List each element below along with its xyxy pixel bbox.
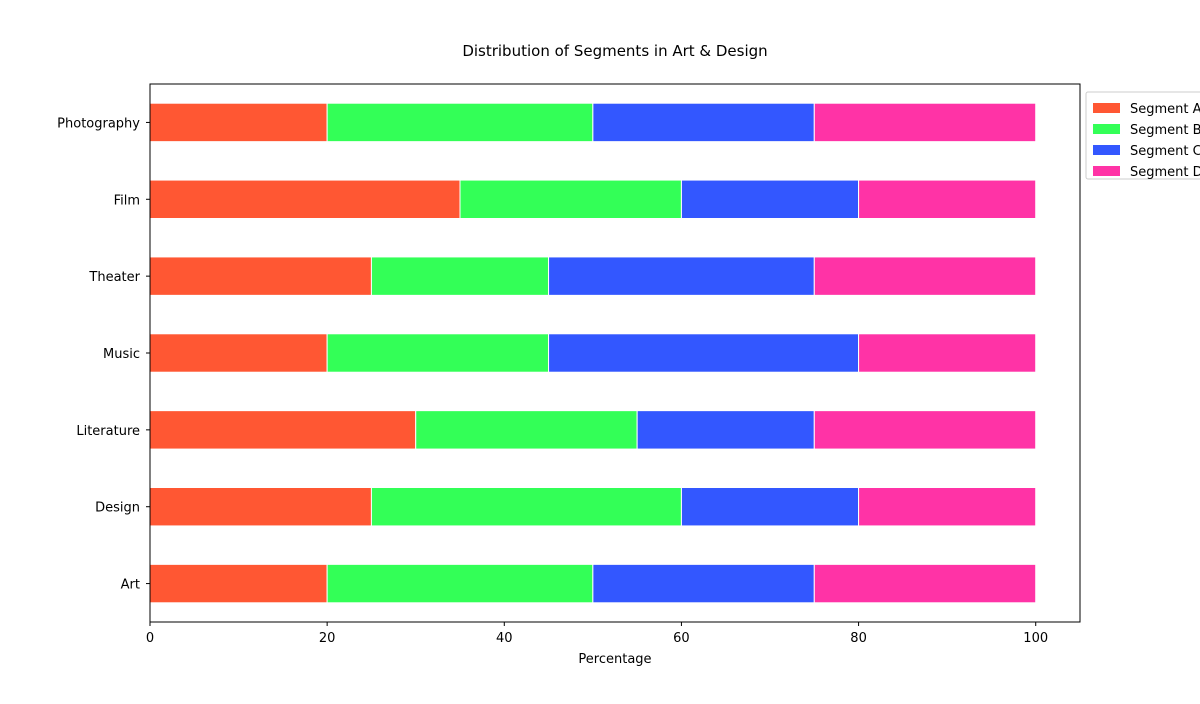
bar-film-segment-d bbox=[858, 179, 1037, 219]
x-tick-label: 20 bbox=[319, 631, 336, 646]
bar-design-segment-c bbox=[680, 487, 860, 527]
bar-theater-segment-a bbox=[149, 256, 372, 296]
bar-film-segment-a bbox=[149, 179, 461, 219]
bar-photography-segment-a bbox=[149, 102, 328, 143]
x-tick-label: 80 bbox=[850, 631, 867, 646]
legend-box bbox=[1085, 91, 1200, 180]
x-tick-label: 40 bbox=[496, 631, 513, 646]
y-axis: Art Design Literature Music Theater Film Photo… bbox=[57, 116, 150, 593]
bar-photography-segment-d bbox=[813, 102, 1037, 143]
y-tick-label: Film bbox=[114, 193, 140, 208]
y-tick-label: Art bbox=[121, 578, 140, 593]
y-tick-label: Literature bbox=[76, 424, 140, 439]
chart-title: Distribution of Segments in Art & Design bbox=[462, 42, 767, 60]
bar-literature-segment-d bbox=[813, 410, 1037, 450]
bar-design-segment-a bbox=[149, 487, 372, 527]
legend-entry-label: Segment D bbox=[1130, 165, 1200, 180]
legend-swatch bbox=[1093, 103, 1120, 113]
x-tick-label: 100 bbox=[1023, 631, 1048, 646]
bar-art-segment-c bbox=[592, 563, 815, 604]
x-axis-label: Percentage bbox=[578, 652, 651, 667]
y-tick-label: Design bbox=[95, 501, 140, 516]
bar-art-segment-d bbox=[813, 563, 1037, 604]
legend-entry-label: Segment B bbox=[1130, 123, 1200, 138]
bar-theater-segment-d bbox=[813, 256, 1037, 296]
legend: Segment A Segment B Segment C Segment D bbox=[1085, 91, 1200, 180]
bar-film-segment-c bbox=[680, 179, 860, 219]
x-tick-label: 0 bbox=[146, 631, 154, 646]
bar-music-segment-b bbox=[326, 333, 550, 373]
bar-literature-segment-c bbox=[636, 410, 815, 450]
legend-swatch bbox=[1093, 145, 1120, 155]
bar-literature-segment-a bbox=[149, 410, 417, 450]
bar-art-segment-a bbox=[149, 563, 328, 604]
bar-literature-segment-b bbox=[415, 410, 638, 450]
x-tick-label: 60 bbox=[673, 631, 690, 646]
bar-theater-segment-c bbox=[548, 256, 815, 296]
y-tick-label: Photography bbox=[57, 116, 140, 131]
bar-design-segment-b bbox=[370, 487, 682, 527]
bar-music-segment-a bbox=[149, 333, 328, 373]
bar-photography-segment-b bbox=[326, 102, 594, 143]
bar-film-segment-b bbox=[459, 179, 682, 219]
legend-swatch bbox=[1093, 166, 1120, 176]
legend-swatch bbox=[1093, 124, 1120, 134]
y-tick-label: Theater bbox=[88, 270, 140, 285]
bar-design-segment-d bbox=[858, 487, 1037, 527]
x-axis: 0 20 40 60 80 100 bbox=[146, 622, 1048, 646]
legend-entry-label: Segment C bbox=[1130, 144, 1200, 159]
bars-layer bbox=[149, 102, 1037, 604]
legend-entry-label: Segment A bbox=[1130, 102, 1200, 117]
bar-music-segment-d bbox=[858, 333, 1037, 373]
y-tick-label: Music bbox=[103, 347, 140, 362]
bar-theater-segment-b bbox=[370, 256, 550, 296]
bar-music-segment-c bbox=[548, 333, 860, 373]
bar-art-segment-b bbox=[326, 563, 594, 604]
bar-photography-segment-c bbox=[592, 102, 815, 143]
